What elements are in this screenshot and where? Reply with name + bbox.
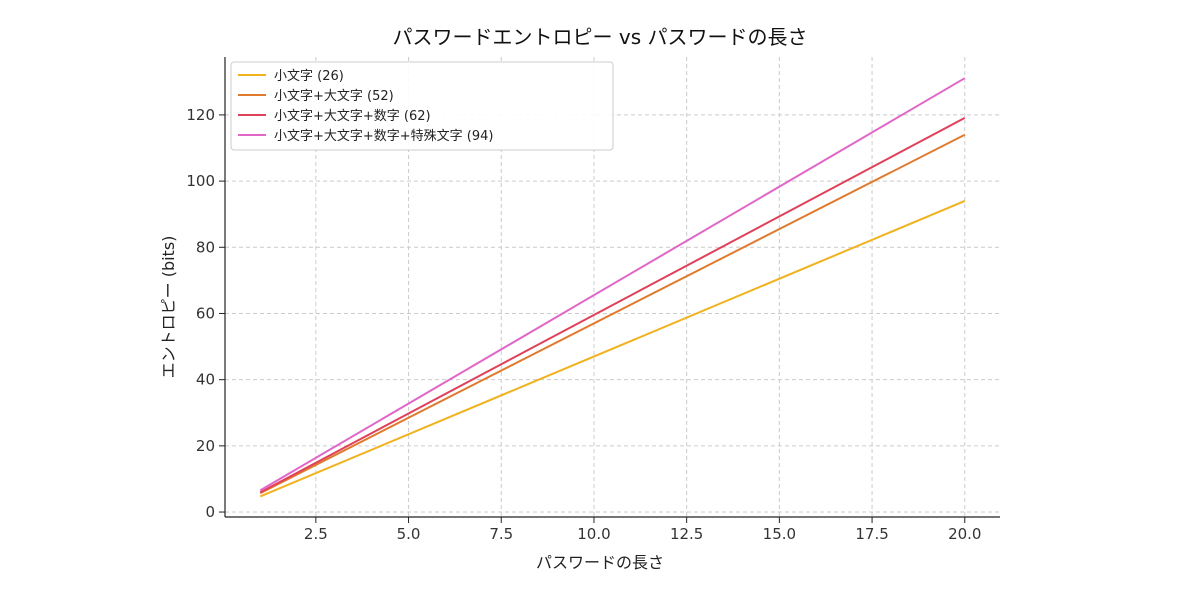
y-tick-label: 100 — [186, 172, 215, 190]
y-tick-label: 60 — [196, 304, 215, 322]
legend-box — [230, 61, 614, 151]
y-tick-label: 80 — [196, 238, 215, 256]
x-axis-title: パスワードの長さ — [536, 553, 664, 572]
series-lines — [259, 77, 966, 498]
x-tick-label: 10.0 — [577, 525, 610, 543]
legend-items: 小文字 (26) 小文字+大文字 (52) 小文字+大文字+数字 (62) 小文字+大… — [238, 69, 494, 144]
x-tick-label: 17.5 — [855, 525, 888, 543]
series-line-1 — [259, 200, 966, 498]
chart-title: パスワードエントロピー vs パスワードの長さ — [393, 25, 808, 49]
y-tick-label: 20 — [196, 437, 215, 455]
legend-label-1: 小文字 (26) — [274, 69, 344, 84]
series-line-4 — [259, 77, 966, 492]
ticks: 2.5 5.0 7.5 10.0 12.5 15.0 17.5 20.0 0 20 40 60 80 10… — [186, 106, 981, 543]
legend-label-2: 小文字+大文字 (52) — [274, 89, 394, 104]
legend: 小文字 (26) 小文字+大文字 (52) 小文字+大文字+数字 (62) 小文字+大… — [230, 61, 614, 151]
series-line-3 — [259, 117, 966, 494]
axes — [224, 57, 1000, 518]
legend-label-4: 小文字+大文字+数字+特殊文字 (94) — [274, 129, 494, 144]
y-tick-label: 0 — [205, 503, 215, 521]
y-axis-title: エントロピー (bits) — [159, 236, 178, 379]
y-tick-label: 40 — [196, 371, 215, 389]
x-tick-label: 15.0 — [763, 525, 796, 543]
x-tick-label: 7.5 — [489, 525, 513, 543]
legend-label-3: 小文字+大文字+数字 (62) — [274, 109, 431, 124]
series-line-2 — [259, 133, 966, 495]
y-tick-label: 120 — [186, 106, 215, 124]
x-tick-label: 2.5 — [304, 525, 328, 543]
x-tick-label: 20.0 — [948, 525, 981, 543]
x-tick-label: 5.0 — [397, 525, 421, 543]
x-tick-label: 12.5 — [670, 525, 703, 543]
